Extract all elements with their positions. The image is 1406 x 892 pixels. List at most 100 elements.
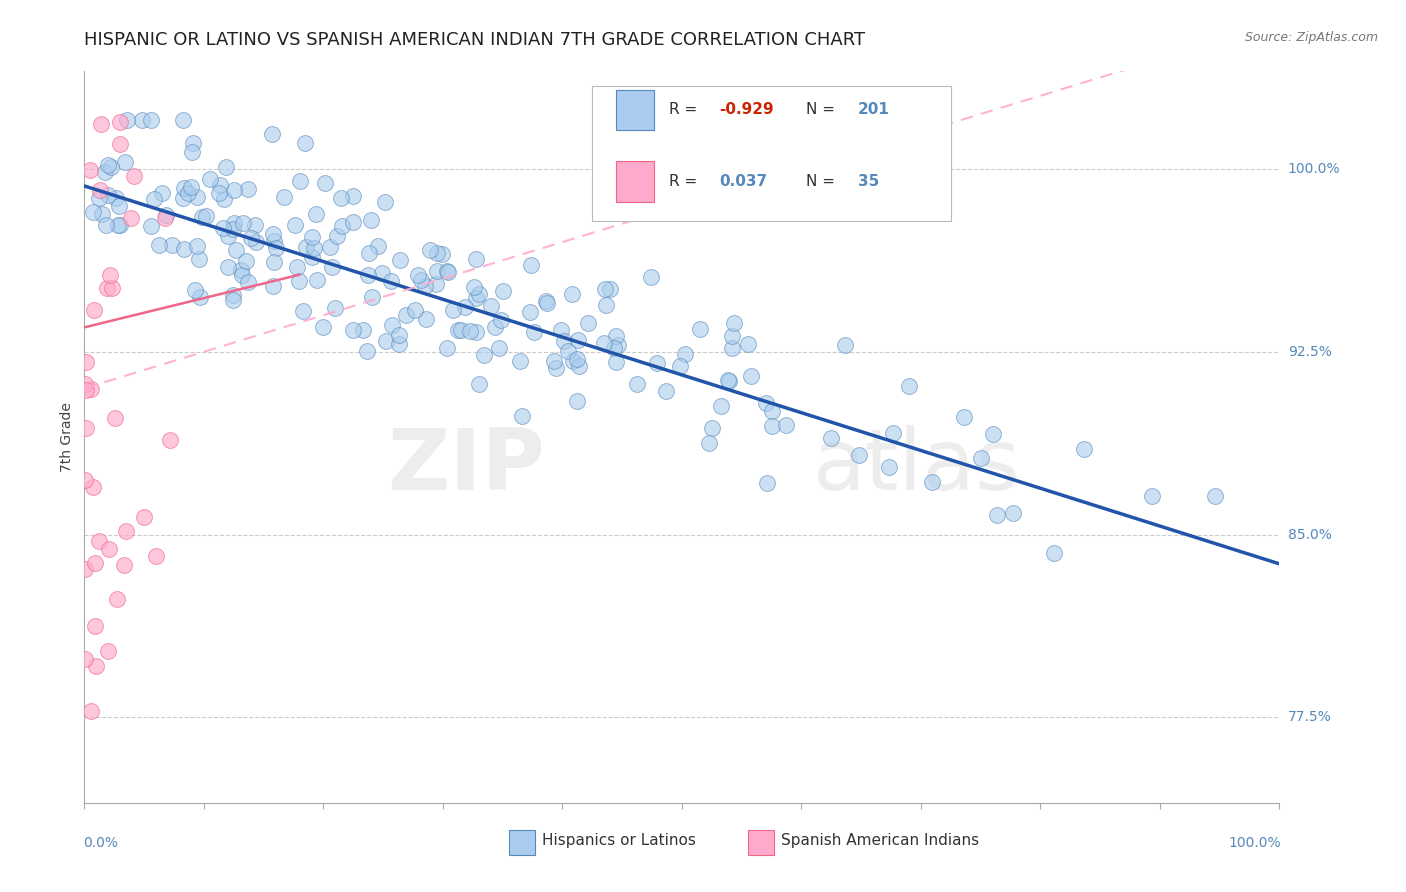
Text: HISPANIC OR LATINO VS SPANISH AMERICAN INDIAN 7TH GRADE CORRELATION CHART: HISPANIC OR LATINO VS SPANISH AMERICAN I…	[84, 31, 866, 49]
Point	[75, 383, 97, 397]
Point	[897, 379, 920, 393]
Point	[465, 291, 488, 305]
Point	[225, 243, 247, 257]
Point	[195, 209, 218, 223]
Point	[356, 343, 378, 358]
Point	[567, 333, 589, 347]
Point	[260, 128, 283, 142]
Point	[723, 317, 745, 331]
Point	[415, 278, 437, 293]
Point	[314, 176, 336, 190]
Point	[720, 341, 742, 355]
Point	[288, 174, 311, 188]
Point	[139, 219, 162, 233]
Point	[640, 270, 662, 285]
Point	[986, 508, 1008, 522]
Point	[148, 238, 170, 252]
Point	[388, 327, 411, 342]
Point	[710, 399, 733, 413]
Point	[262, 227, 284, 242]
Point	[717, 374, 740, 388]
Point	[921, 475, 943, 489]
Point	[208, 178, 231, 193]
Point	[208, 186, 231, 200]
Point	[436, 265, 458, 279]
Point	[214, 193, 236, 207]
Point	[285, 260, 308, 274]
Point	[295, 240, 318, 254]
Point	[222, 293, 245, 307]
Point	[108, 218, 131, 232]
Point	[273, 190, 295, 204]
Point	[222, 216, 245, 230]
Point	[441, 302, 464, 317]
Point	[112, 558, 135, 572]
Point	[142, 192, 165, 206]
Point	[576, 316, 599, 330]
Point	[953, 410, 976, 425]
Point	[668, 359, 690, 374]
Text: N =: N =	[806, 174, 835, 189]
Point	[294, 136, 316, 151]
FancyBboxPatch shape	[748, 830, 773, 855]
Text: Spanish American Indians: Spanish American Indians	[782, 833, 979, 848]
Point	[115, 113, 138, 128]
Point	[426, 263, 449, 277]
Point	[562, 354, 585, 368]
Point	[115, 524, 138, 538]
Point	[882, 425, 904, 440]
Point	[465, 252, 488, 267]
Point	[97, 187, 120, 202]
Point	[605, 355, 627, 369]
Point	[79, 162, 101, 177]
Point	[432, 247, 454, 261]
Point	[236, 182, 259, 196]
Point	[1042, 546, 1064, 560]
Point	[107, 218, 129, 232]
Point	[468, 287, 491, 301]
FancyBboxPatch shape	[616, 89, 654, 130]
Text: 35: 35	[858, 174, 879, 189]
Point	[848, 448, 870, 462]
Point	[325, 228, 347, 243]
Point	[153, 211, 176, 226]
Text: -0.929: -0.929	[718, 103, 773, 117]
Point	[834, 338, 856, 352]
Point	[94, 165, 117, 179]
Point	[184, 283, 207, 297]
Point	[107, 199, 129, 213]
Point	[222, 222, 245, 236]
Point	[519, 305, 541, 319]
Point	[319, 240, 342, 254]
Point	[520, 258, 543, 272]
Point	[217, 260, 239, 274]
Point	[599, 282, 621, 296]
Point	[523, 326, 546, 340]
Point	[75, 376, 97, 391]
Point	[550, 323, 572, 337]
Point	[108, 136, 131, 151]
Point	[484, 319, 506, 334]
Point	[606, 338, 628, 352]
Point	[411, 273, 433, 287]
Point	[231, 268, 253, 282]
Point	[217, 228, 239, 243]
Point	[323, 301, 346, 315]
Point	[82, 480, 104, 494]
Text: 77.5%: 77.5%	[1288, 710, 1331, 724]
Point	[342, 189, 364, 203]
Point	[232, 216, 254, 230]
Point	[90, 207, 112, 221]
Point	[222, 184, 245, 198]
Point	[89, 183, 111, 197]
Point	[404, 302, 426, 317]
Point	[191, 210, 214, 224]
Point	[188, 290, 211, 304]
Point	[245, 235, 267, 249]
Point	[425, 277, 447, 291]
Point	[186, 238, 208, 252]
Point	[381, 318, 404, 332]
Text: ZIP: ZIP	[387, 425, 544, 508]
Point	[176, 186, 198, 200]
Point	[284, 218, 307, 232]
